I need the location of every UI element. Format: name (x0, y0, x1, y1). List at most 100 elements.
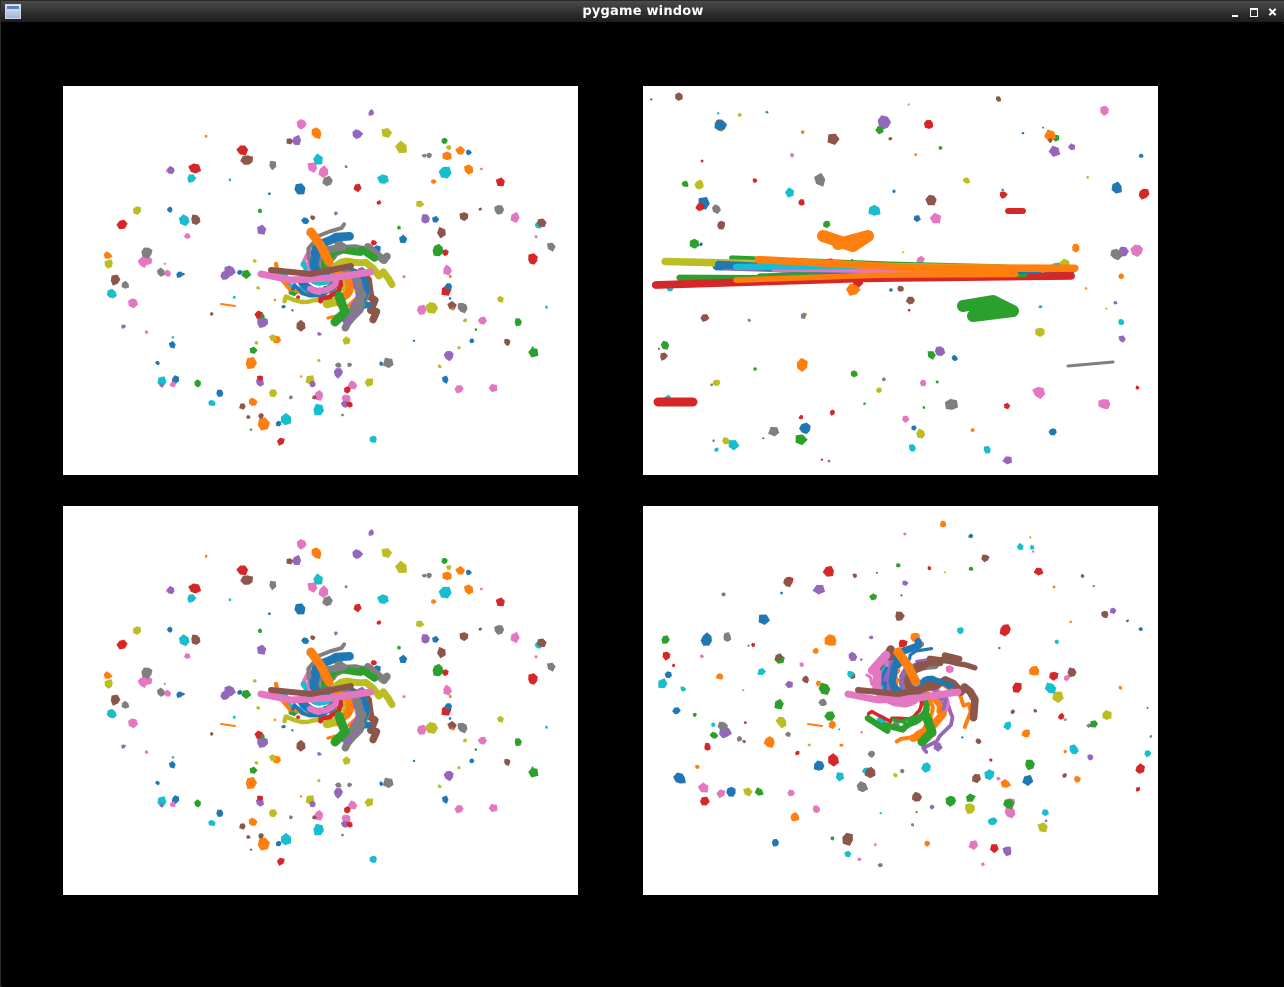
particle-blob (922, 406, 926, 409)
particle-blob (940, 520, 946, 528)
particle-blob (376, 620, 382, 625)
particle-blob (1135, 787, 1141, 792)
particle-blob (317, 332, 322, 336)
scatter-trails-top-left (103, 109, 556, 446)
particle-blob (275, 840, 282, 847)
particle-blob (962, 177, 971, 184)
particle-blob (999, 191, 1008, 199)
particle-blob (368, 109, 374, 116)
particle-blob (877, 863, 883, 868)
particle-blob (464, 164, 474, 175)
particle-blob (322, 175, 333, 187)
particle-blob (721, 592, 726, 597)
particle-blob (425, 722, 439, 734)
particle-blob (828, 753, 840, 767)
particle-blob (381, 548, 393, 558)
window-app-icon[interactable] (5, 4, 21, 19)
particle-blob (340, 413, 345, 417)
particle-blob (310, 215, 316, 221)
particle-blob (672, 707, 681, 715)
particle-blob (236, 145, 249, 156)
particle-blob (534, 655, 538, 659)
particle-blob (166, 585, 175, 595)
particle-blob (474, 328, 478, 331)
particle-blob (923, 119, 934, 129)
particle-blob (1130, 244, 1144, 257)
particle-trail (257, 268, 375, 284)
particle-trail (893, 647, 921, 687)
particle-blob (240, 155, 254, 165)
particle-blob (965, 803, 975, 814)
particle-blob (774, 698, 784, 710)
particle-blob (1072, 243, 1080, 253)
pygame-canvas[interactable] (2, 24, 1284, 987)
particle-blob (1021, 729, 1030, 738)
particle-blob (402, 695, 406, 699)
particle-blob (110, 694, 121, 706)
particle-blob (301, 637, 310, 645)
particle-blob (494, 625, 505, 635)
particle-blob (829, 409, 835, 416)
particle-blob (300, 795, 303, 798)
particle-blob (255, 378, 264, 387)
particle-blob (510, 631, 520, 644)
particle-blob (1110, 607, 1117, 614)
particle-blob (469, 758, 475, 764)
particle-blob (426, 152, 432, 159)
particle-blob (228, 178, 232, 182)
particle-blob (103, 671, 113, 679)
particle-blob (700, 314, 710, 322)
minimize-icon[interactable] (1227, 4, 1243, 20)
particle-blob (765, 110, 769, 114)
particle-blob (717, 721, 729, 731)
particle-blob (807, 743, 811, 747)
particle-blob (903, 532, 907, 536)
particle-blob (421, 634, 430, 644)
particle-blob (787, 789, 795, 797)
particle-blob (104, 679, 113, 689)
particle-blob (710, 383, 713, 387)
particle-blob (466, 149, 472, 156)
particle-blob (717, 220, 725, 230)
particle-blob (257, 224, 267, 235)
particle-blob (510, 211, 520, 224)
particle-blob (711, 204, 721, 215)
particle-blob (210, 732, 214, 736)
particle-trail (318, 694, 344, 724)
particle-blob (256, 286, 260, 290)
particle-blob (798, 415, 804, 420)
maximize-icon[interactable] (1246, 4, 1262, 20)
particle-blob (442, 669, 449, 677)
particle-blob (929, 804, 935, 810)
particle-blob (681, 180, 689, 187)
scatter-trails-bottom-left (103, 529, 556, 866)
particle-blob (395, 140, 407, 154)
particle-trail (844, 688, 962, 704)
particle-blob (763, 736, 775, 748)
particle-blob (156, 687, 165, 697)
particle-blob (800, 130, 805, 135)
particle-blob (377, 174, 389, 184)
particle-blob (307, 582, 318, 593)
particle-blob (1138, 153, 1144, 158)
particle-blob (232, 715, 236, 719)
particle-blob (897, 285, 904, 292)
particle-blob (257, 795, 264, 801)
particle-blob (438, 166, 452, 179)
window-titlebar[interactable]: pygame window (1, 1, 1284, 23)
particle-blob (784, 187, 794, 198)
close-icon[interactable] (1264, 4, 1280, 20)
particle-blob (814, 760, 825, 771)
particle-blob (1000, 779, 1012, 788)
particle-blob (860, 731, 864, 734)
particle-blob (1038, 305, 1043, 309)
particle-blob (312, 815, 317, 820)
particle-blob (1063, 674, 1070, 682)
particle-blob (166, 206, 173, 213)
particle-trail (220, 303, 236, 307)
particle-blob (1025, 759, 1035, 771)
particle-trail (1066, 360, 1115, 368)
particle-blob (875, 571, 878, 575)
particle-blob (1003, 798, 1015, 809)
particle-blob (1003, 721, 1012, 731)
